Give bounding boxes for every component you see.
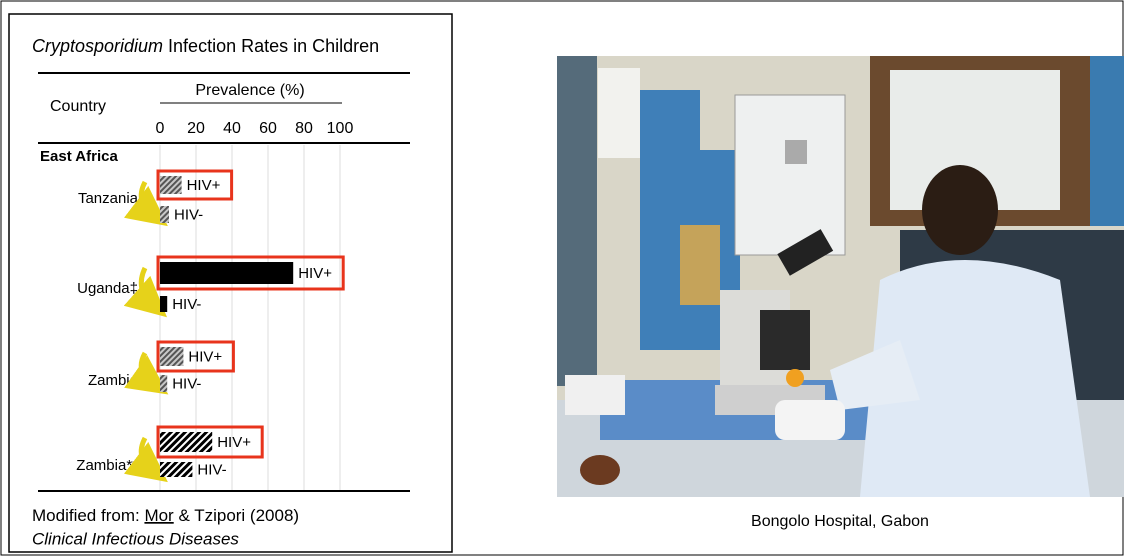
y-tick-label: Zambia**: [76, 457, 138, 474]
highlight-box: [156, 255, 345, 291]
x-tick-label: 100: [327, 120, 354, 137]
photo-caption: Bongolo Hospital, Gabon: [751, 513, 929, 530]
bar: [160, 206, 169, 223]
bar: [160, 347, 184, 366]
series-label: HIV-: [172, 296, 201, 313]
series-label: HIV-: [197, 461, 226, 478]
bar: [160, 432, 213, 452]
arrow: [124, 351, 169, 395]
y-tick-label: Uganda‡: [77, 280, 138, 297]
source-journal: Clinical Infectious Diseases: [32, 529, 239, 548]
arrow: [123, 436, 168, 483]
highlight-box: [156, 169, 234, 201]
series-label: HIV+: [187, 177, 221, 194]
series-label: HIV+: [188, 348, 222, 365]
chart-title: Cryptosporidium Infection Rates in Child…: [32, 36, 379, 56]
bar: [160, 462, 193, 477]
series-label: HIV+: [298, 265, 332, 282]
highlight-box: [156, 340, 235, 373]
y-tick-label: Tanzania: [78, 190, 139, 207]
x-tick-label: 40: [223, 120, 241, 137]
x-tick-label: 0: [156, 120, 165, 137]
x-tick-label: 20: [187, 120, 205, 137]
series-label: HIV+: [217, 434, 251, 451]
group-label: East Africa: [40, 148, 118, 165]
chart-panel: [8, 13, 453, 553]
y-tick-label: Zambia: [88, 372, 139, 389]
x-tick-label: 80: [295, 120, 313, 137]
x-axis-label: Prevalence (%): [195, 82, 304, 99]
highlight-box: [156, 425, 264, 459]
bar: [160, 296, 168, 312]
photo: [557, 56, 1124, 497]
bar: [160, 176, 182, 194]
series-label: HIV-: [172, 375, 201, 392]
x-tick-label: 60: [259, 120, 277, 137]
y-axis-label: Country: [50, 98, 106, 115]
bar: [160, 262, 294, 284]
bar: [160, 375, 168, 392]
source: Modified from: Mor & Tzipori (2008): [32, 506, 299, 525]
arrow: [123, 266, 167, 318]
series-label: HIV-: [174, 206, 203, 223]
arrow: [123, 180, 168, 227]
